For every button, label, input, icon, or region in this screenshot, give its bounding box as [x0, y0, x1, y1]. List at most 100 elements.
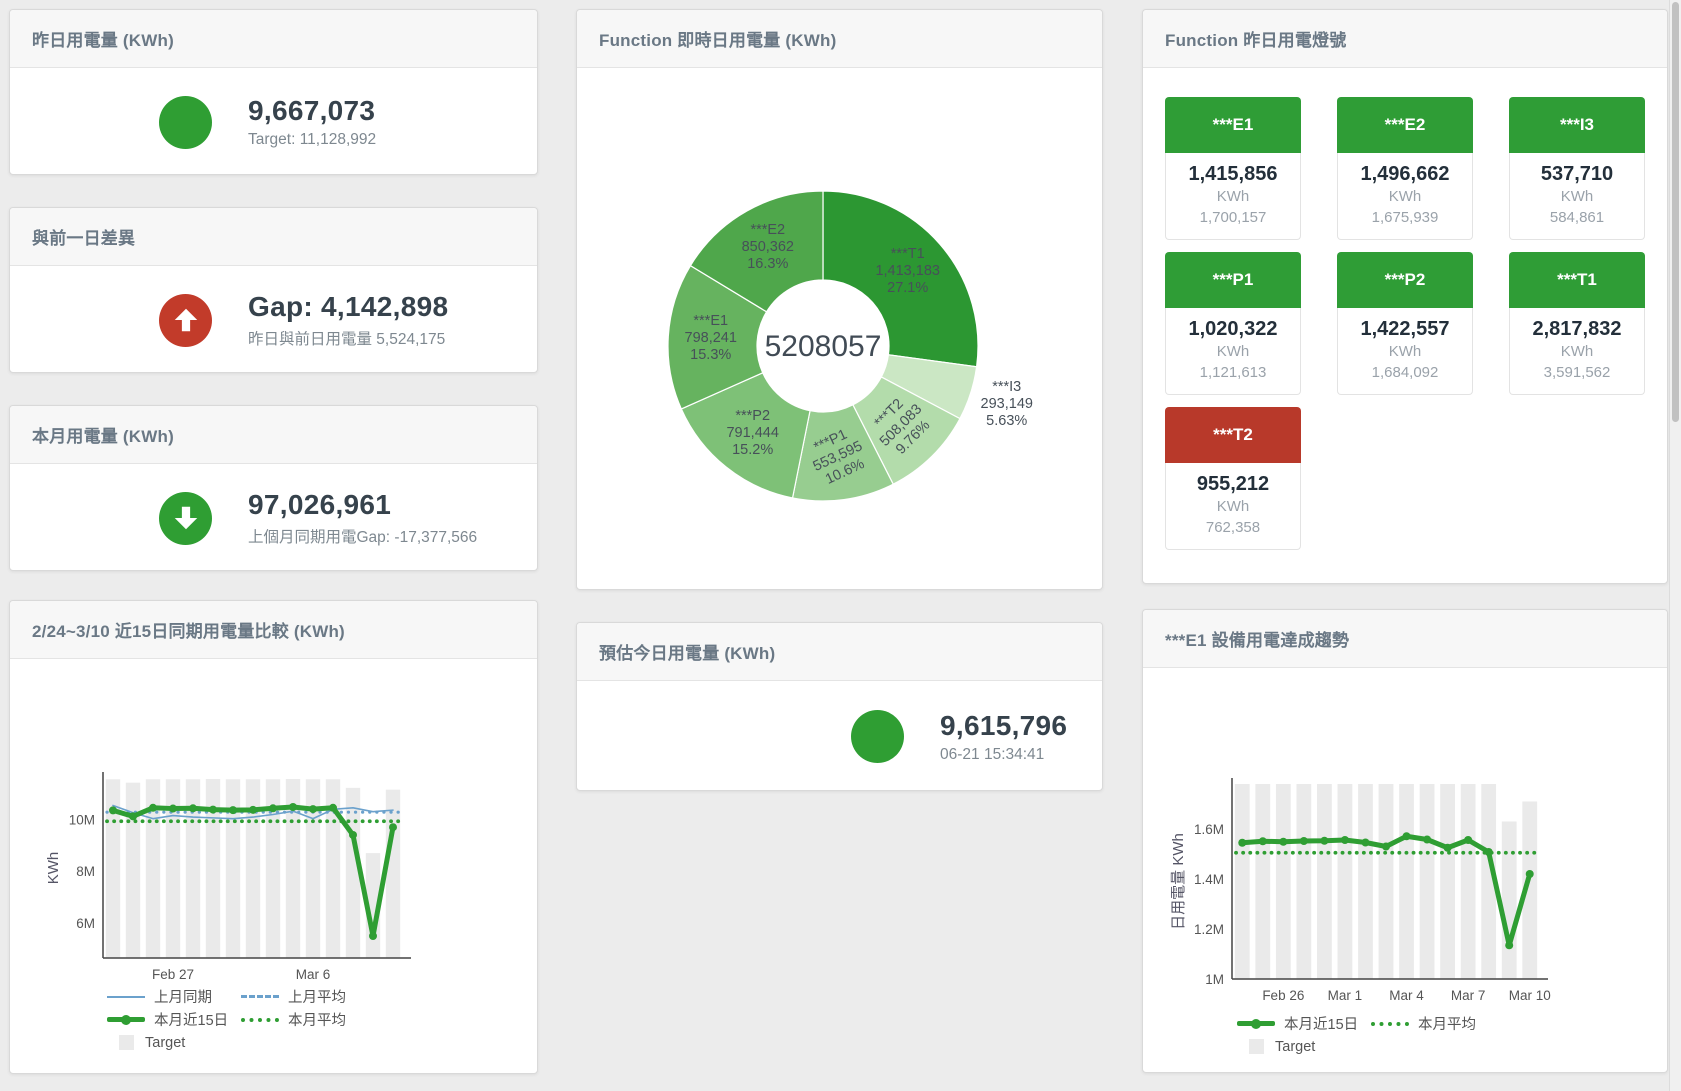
stat-body: 9,615,796 06-21 15:34:41 [577, 681, 1102, 792]
panel-month-usage: 本月用電量 (KWh) 97,026,961 上個月同期用電Gap: -17,3… [9, 405, 538, 571]
panel-header: 與前一日差異 [10, 208, 537, 266]
function-usage-donut-chart[interactable]: ***T1 1,413,183 27.1%***I3 293,149 5.63%***T… [577, 68, 1102, 589]
svg-text:Mar 4: Mar 4 [1389, 988, 1424, 1003]
stat-text: Gap: 4,142,898 昨日與前日用電量 5,524,175 [248, 291, 448, 349]
legend-label: Target [1275, 1038, 1316, 1055]
scrollbar-thumb[interactable] [1672, 2, 1679, 422]
panel-header: ***E1 設備用電達成趨勢 [1143, 610, 1667, 668]
stat-body: Gap: 4,142,898 昨日與前日用電量 5,524,175 [10, 266, 537, 374]
tile-unit: KWh [1216, 343, 1250, 360]
panel-gap-prev-day: 與前一日差異 Gap: 4,142,898 昨日與前日用電量 5,524,175 [9, 207, 538, 373]
up-arrow-icon [159, 293, 212, 347]
tile-label: ***I3 [1509, 97, 1645, 153]
stat-text: 9,667,073 Target: 11,128,992 [248, 95, 376, 149]
tiles-body: ***E1 1,415,856 KWh 1,700,157 ***E2 1,496,662… [1143, 97, 1667, 612]
stat-sub: 上個月同期用電Gap: -17,377,566 [248, 529, 478, 546]
light-tile-I3: ***I3 537,710 KWh 584,861 [1509, 97, 1645, 240]
legend-item-last-month[interactable]: 上月同期 [107, 986, 241, 1007]
svg-text:1.2M: 1.2M [1194, 922, 1224, 937]
panel-header: 預估今日用電量 (KWh) [577, 623, 1102, 681]
tile-body: 537,710 KWh 584,861 [1509, 153, 1645, 240]
tile-label: ***P1 [1165, 252, 1301, 308]
legend-label: 本月平均 [1418, 1017, 1476, 1033]
panel-title: Function 即時日用電量 (KWh) [599, 31, 837, 50]
status-circle-icon [159, 95, 212, 149]
tile-value: 537,710 [1540, 163, 1614, 185]
svg-text:Mar 7: Mar 7 [1451, 988, 1486, 1003]
legend-item-last-month-avg[interactable]: 上月平均 [241, 986, 375, 1007]
tile-target: 1,684,092 [1371, 364, 1439, 381]
down-arrow-icon [159, 491, 212, 545]
donut-slice-E1 [667, 264, 768, 410]
tile-unit: KWh [1560, 343, 1594, 360]
panel-today-estimate: 預估今日用電量 (KWh) 9,615,796 06-21 15:34:41 [576, 622, 1103, 791]
tile-body: 1,415,856 KWh 1,700,157 [1165, 153, 1301, 240]
tile-value: 955,212 [1196, 473, 1270, 495]
legend-row: 本月近15日 本月平均 [107, 1008, 375, 1031]
panel-header: 昨日用電量 (KWh) [10, 10, 537, 68]
tile-label: ***T1 [1509, 252, 1645, 308]
scrollbar-track[interactable] [1669, 0, 1681, 1091]
stat-value: 9,615,796 [940, 709, 1068, 741]
svg-text:10M: 10M [69, 812, 95, 827]
stat-sub: 昨日與前日用電量 5,524,175 [248, 331, 446, 348]
svg-text:1.4M: 1.4M [1194, 872, 1224, 887]
light-tile-T1: ***T1 2,817,832 KWh 3,591,562 [1509, 252, 1645, 395]
tile-value: 1,422,557 [1360, 318, 1450, 340]
panel-title: 昨日用電量 (KWh) [32, 31, 174, 50]
stat-value: 9,667,073 [248, 95, 376, 126]
panel-title: 預估今日用電量 (KWh) [599, 644, 776, 663]
tile-label: ***T2 [1165, 407, 1301, 463]
tile-unit: KWh [1388, 188, 1422, 205]
tile-body: 955,212 KWh 762,358 [1165, 463, 1301, 550]
legend-label: 上月同期 [154, 990, 212, 1006]
legend-row: Target [107, 1031, 375, 1054]
green-dot-swatch-icon [1371, 1021, 1409, 1026]
donut-center-total: 5208057 [765, 330, 882, 363]
donut-slice-T1 [822, 190, 979, 368]
svg-text:Mar 1: Mar 1 [1328, 988, 1363, 1003]
tile-target: 1,121,613 [1199, 364, 1267, 381]
legend-label: 上月平均 [288, 990, 346, 1006]
svg-text:Mar 6: Mar 6 [296, 967, 331, 982]
panel-function-lights: Function 昨日用電燈號 ***E1 1,415,856 KWh 1,700,1… [1142, 9, 1668, 584]
chart-body: 1M 1.2M 1.4M 1.6M Feb 26 Mar 1 Mar 4 Mar 7 Mar 1… [1143, 668, 1667, 1072]
stat-value: 97,026,961 [248, 489, 392, 520]
svg-text:8M: 8M [76, 864, 95, 879]
green-line-swatch-icon [1237, 1021, 1275, 1026]
tile-target: 762,358 [1205, 519, 1261, 536]
stat-body: 97,026,961 上個月同期用電Gap: -17,377,566 [10, 464, 537, 572]
svg-text:Feb 27: Feb 27 [152, 967, 194, 982]
legend-item-target[interactable]: Target [107, 1035, 253, 1051]
legend-item-this-month-avg[interactable]: 本月平均 [241, 1009, 375, 1030]
panel-title: 本月用電量 (KWh) [32, 427, 174, 446]
green-line-swatch-icon [107, 1017, 145, 1022]
e1-trend-legend: 本月近15日 本月平均 Target [1237, 1012, 1505, 1058]
tile-unit: KWh [1560, 188, 1594, 205]
legend-item-this-month[interactable]: 本月近15日 [1237, 1013, 1371, 1034]
legend-item-this-month-avg[interactable]: 本月平均 [1371, 1013, 1505, 1034]
stat-text: 9,615,796 06-21 15:34:41 [940, 710, 1067, 764]
legend-row: Target [1237, 1035, 1505, 1058]
legend-label: 本月近15日 [1284, 1017, 1359, 1033]
legend-item-target[interactable]: Target [1237, 1039, 1383, 1055]
svg-text:6M: 6M [76, 916, 95, 931]
panel-e1-trend-chart: ***E1 設備用電達成趨勢 1M 1.2M 1.4M 1.6M Feb 26 Mar 1… [1142, 609, 1668, 1073]
donut-body: ***T1 1,413,183 27.1% ***I3 293,149 5.63% ***T… [577, 68, 1102, 589]
tile-unit: KWh [1388, 343, 1422, 360]
tile-unit: KWh [1216, 498, 1250, 515]
legend-label: 本月平均 [288, 1013, 346, 1029]
legend-item-this-month[interactable]: 本月近15日 [107, 1009, 241, 1030]
compare15-line-chart[interactable]: 6M 8M 10M Feb 27 Mar 6 KWh [10, 659, 537, 1073]
e1-trend-line-chart[interactable]: 1M 1.2M 1.4M 1.6M Feb 26 Mar 1 Mar 4 Mar 7 Mar 1… [1143, 668, 1667, 1072]
tile-unit: KWh [1216, 188, 1250, 205]
tile-value: 1,415,856 [1188, 163, 1278, 185]
chart-body: 6M 8M 10M Feb 27 Mar 6 KWh 上月同期 上月平均 本月近1 [10, 659, 537, 1073]
legend-row: 本月近15日 本月平均 [1237, 1012, 1505, 1035]
panel-yesterday-usage: 昨日用電量 (KWh) 9,667,073 Target: 11,128,992 [9, 9, 538, 175]
compare15-legend: 上月同期 上月平均 本月近15日 本月平均 [107, 985, 375, 1054]
panel-header: 2/24~3/10 近15日同期用電量比較 (KWh) [10, 601, 537, 659]
